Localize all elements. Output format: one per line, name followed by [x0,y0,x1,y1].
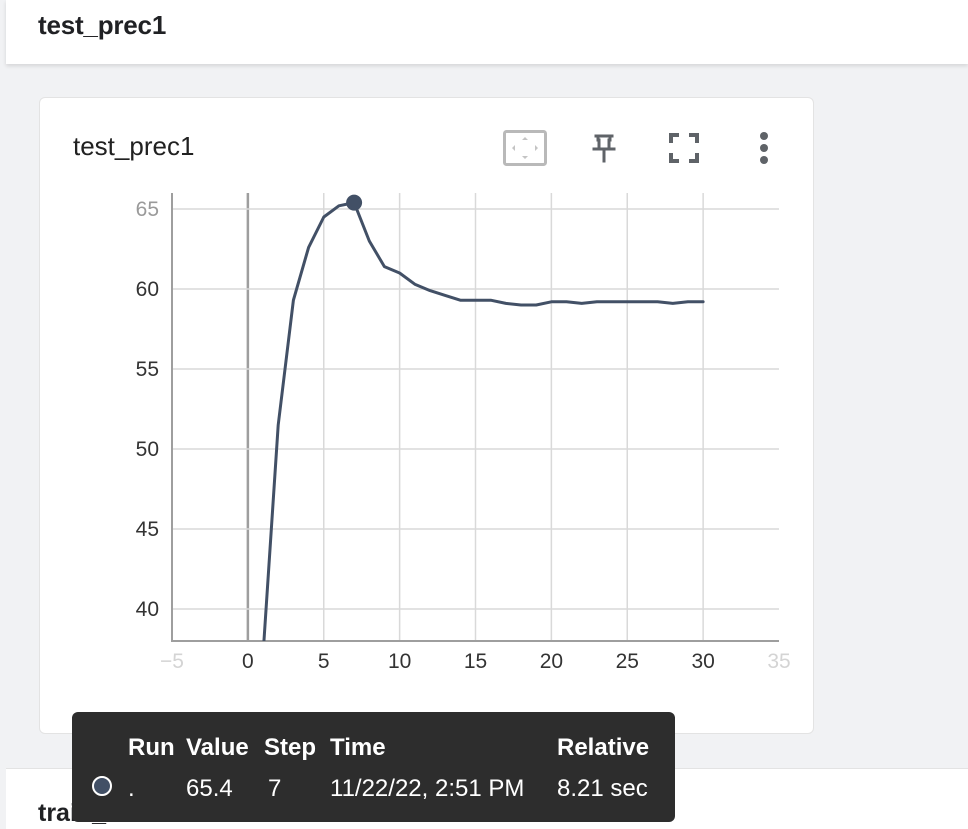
scalar-card: test_prec1 [39,97,814,734]
tooltip-header-value: Value [186,734,249,761]
x-tick-label: 30 [691,650,714,673]
fit-domain-button[interactable] [501,126,549,170]
y-tick-label: 65 [136,198,159,221]
tooltip-header-relative: Relative [557,734,650,761]
y-tick-label: 55 [136,358,159,381]
fullscreen-icon [669,133,699,163]
more-options-button[interactable] [740,126,788,170]
card-title: test_prec1 [73,131,195,161]
run-color-swatch [92,776,112,796]
tooltip-relative: 8.21 sec [557,775,648,802]
more-vert-icon [760,132,768,164]
pin-button[interactable] [580,126,628,170]
tooltip-header-step: Step [264,734,317,761]
fit-domain-icon [503,130,547,166]
x-tick-label: −5 [160,650,184,673]
pin-icon [592,134,616,163]
x-tick-label: 15 [464,650,487,673]
tooltip-header-time: Time [330,734,386,761]
data-tooltip: Run Value Step Time Relative . 65.4 7 11… [72,712,675,822]
section-header-test-prec1: test_prec1 [6,0,968,64]
y-tick-label: 50 [136,438,159,461]
y-tick-label: 45 [136,518,159,541]
series-line [262,201,705,641]
tooltip-run: . [128,775,135,802]
tooltip-time: 11/22/22, 2:51 PM [330,775,525,802]
tooltip-step: 7 [268,775,282,802]
x-tick-label: 10 [388,650,411,673]
x-tick-label: 20 [540,650,563,673]
tooltip-value: 65.4 [186,775,233,802]
x-tick-label: 25 [616,650,639,673]
tooltip-header-run: Run [128,734,175,761]
x-tick-label: 5 [318,650,330,673]
section-title: test_prec1 [38,10,167,40]
y-tick-label: 60 [136,278,159,301]
y-tick-label: 40 [136,598,159,621]
x-tick-label: 0 [242,650,254,673]
highlight-point [346,194,363,211]
x-tick-label: 35 [767,650,790,673]
fullscreen-button[interactable] [660,126,708,170]
